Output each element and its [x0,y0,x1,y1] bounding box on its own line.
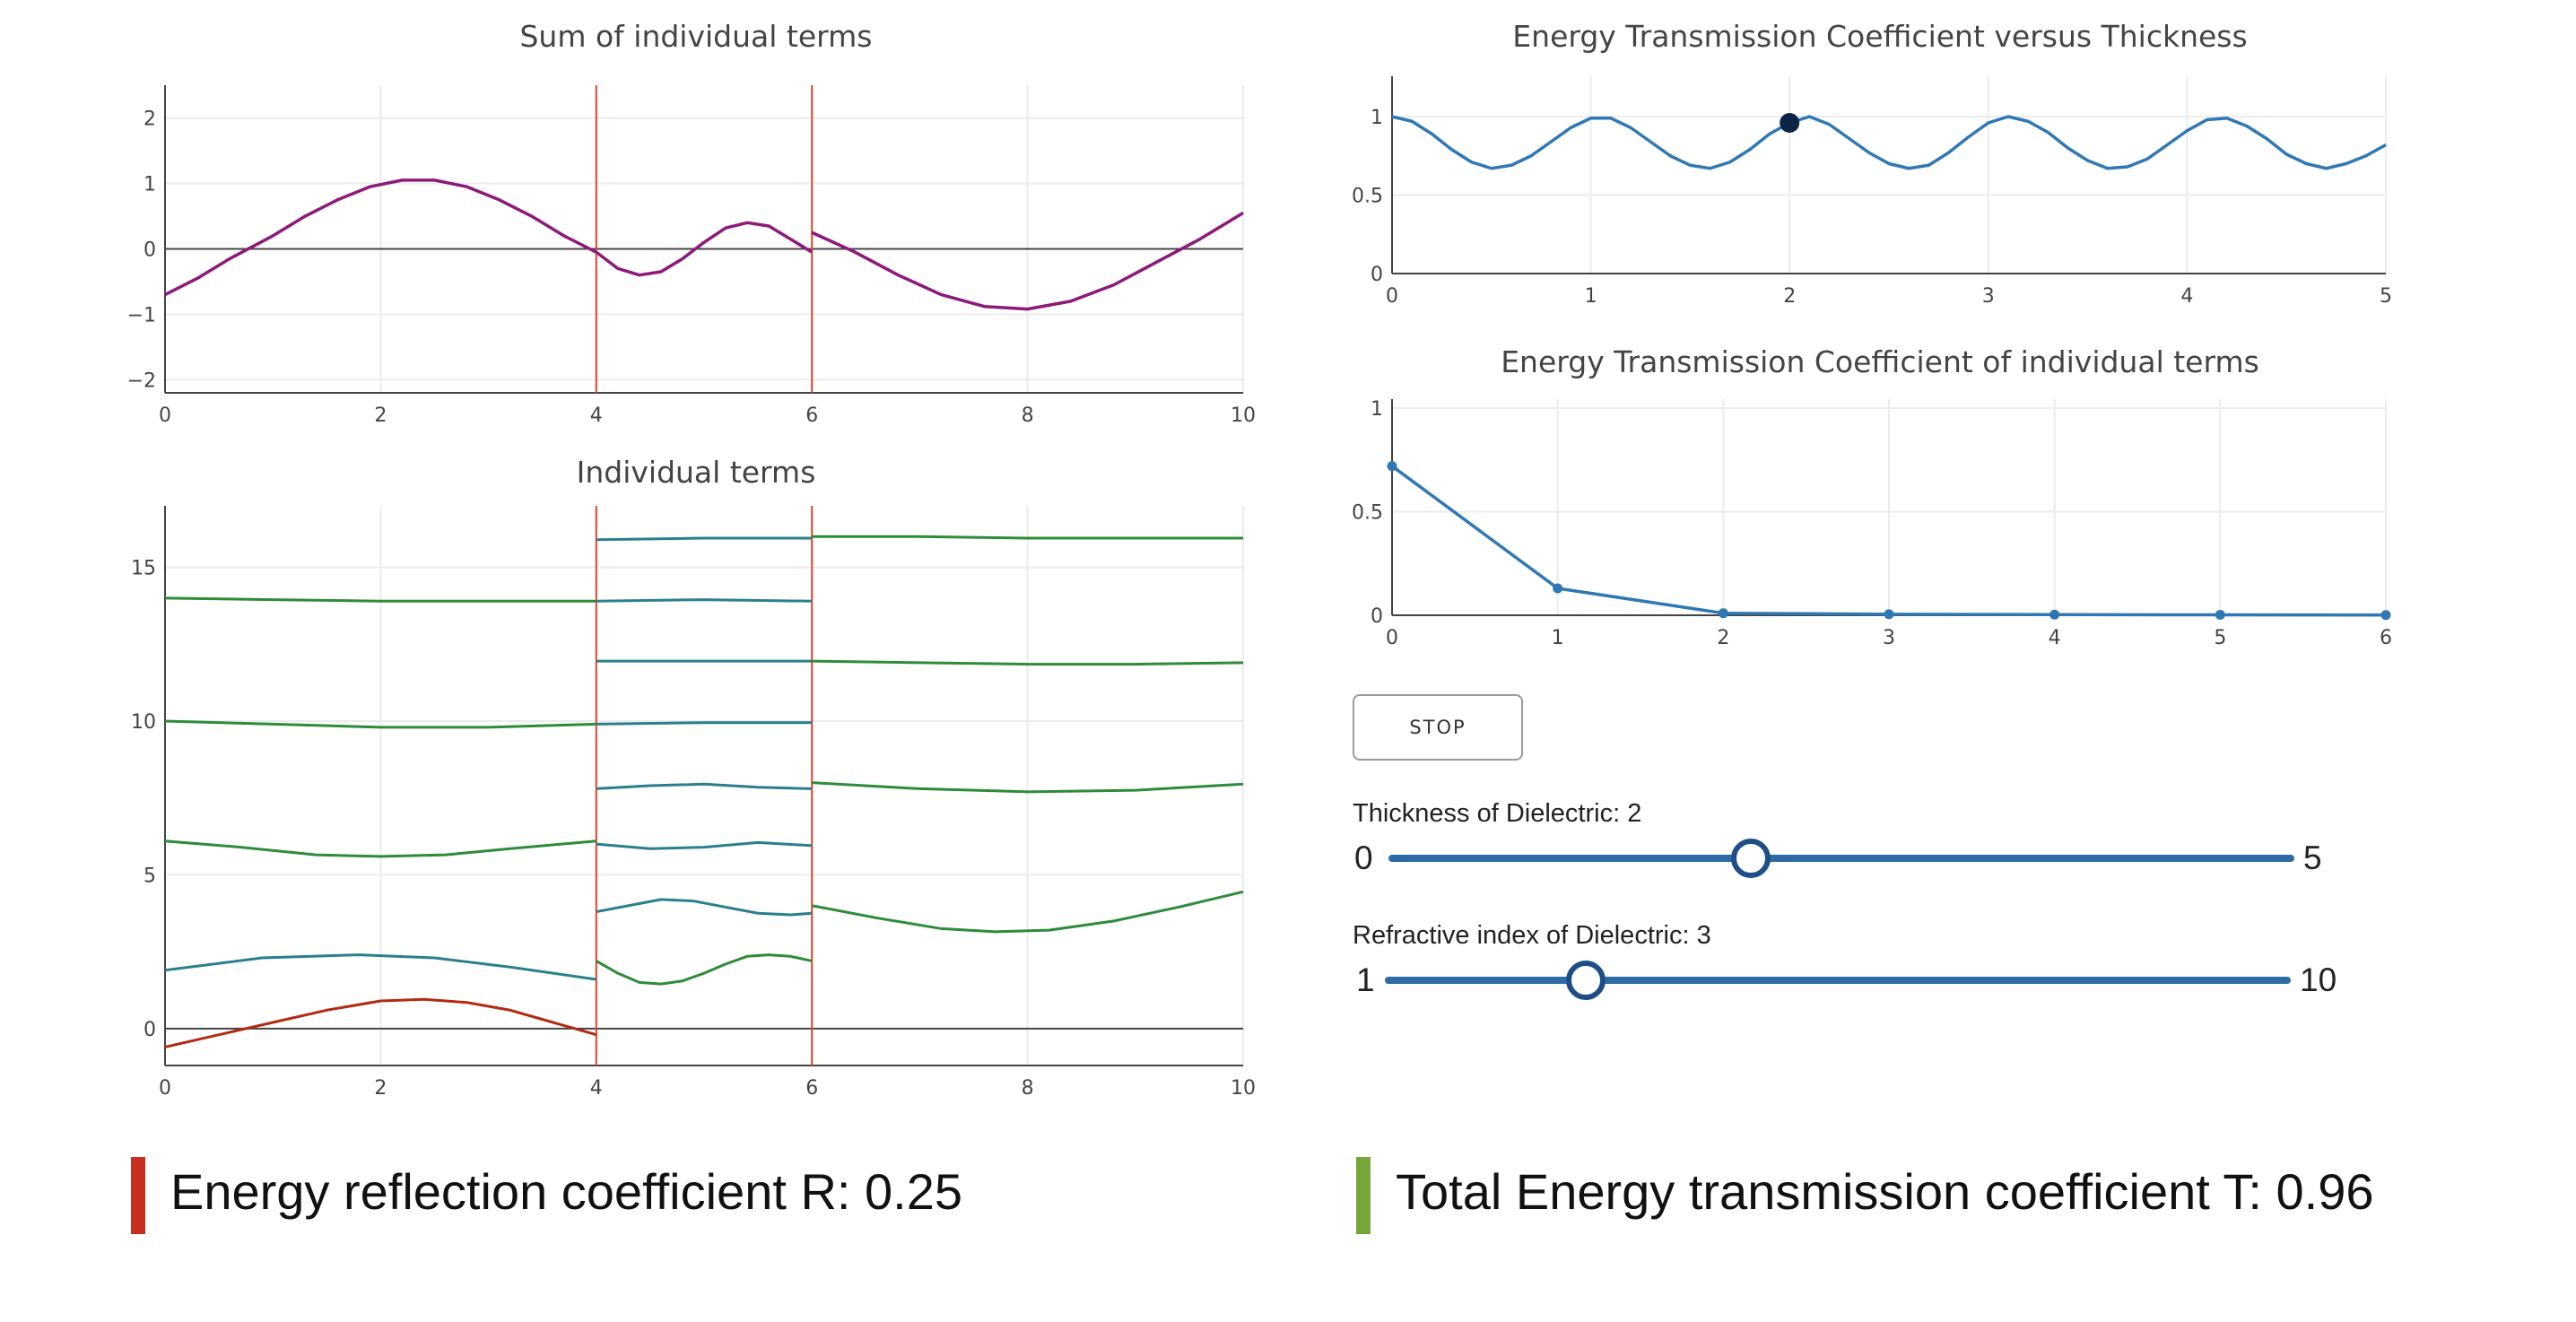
thickness-slider-handle[interactable] [1731,839,1771,878]
terms-series-line [164,839,596,858]
stop-button[interactable]: STOP [1353,694,1523,761]
thickness-slider-track[interactable] [1388,855,2294,862]
sum-ytick-label: −2 [127,370,156,392]
terms-xtick-label: 10 [1231,1077,1256,1100]
transmission-color-bar [1356,1157,1371,1234]
terms-series-line [596,536,813,542]
sum-xtick-label: 4 [590,404,603,427]
terms-series-line [164,997,597,1048]
sum-series-line [595,221,814,277]
individual-term-point [1553,583,1563,594]
individual-xtick-label: 2 [1717,627,1729,649]
individual-xtick-label: 6 [2380,627,2392,649]
individual-term-point [1387,461,1397,472]
terms-title: Individual terms [577,455,816,490]
thickness-plot[interactable]: Energy Transmission Coefficient versus T… [1292,0,2576,332]
terms-ytick-label: 5 [144,865,156,887]
thickness-ytick-label: 1 [1371,107,1383,129]
terms-series-line [164,953,597,981]
sum-xtick-label: 0 [159,404,171,427]
sum-title: Sum of individual terms [519,19,872,54]
transmission-coefficient-text: Total Energy transmission coefficient T:… [1396,1163,2374,1220]
terms-series-line [596,840,813,850]
sum-xtick-label: 8 [1022,404,1034,427]
thickness-xtick-label: 3 [1982,285,1995,308]
individual-term-point [1884,609,1894,620]
individual-title: Energy Transmission Coefficient of indiv… [1501,344,2259,379]
thickness-xtick-label: 4 [2180,285,2193,308]
terms-series-line [164,719,596,729]
individual-xtick-label: 3 [1883,627,1895,649]
sum-series-line [164,178,597,297]
terms-ytick-label: 15 [131,558,156,580]
terms-series-line [596,782,813,790]
sum-ytick-label: −1 [127,304,156,326]
individual-term-point [2049,609,2060,620]
terms-series-line [596,953,813,986]
terms-series-line [596,598,813,603]
current-thickness-marker [1780,113,1800,133]
sum-ytick-label: 0 [144,239,156,262]
sum-xtick-label: 2 [374,404,387,427]
individual-xtick-label: 1 [1552,627,1564,649]
individual-ytick-label: 1 [1371,398,1383,421]
individual-term-point [2215,610,2225,621]
thickness-xtick-label: 5 [2380,285,2392,308]
sum-xtick-label: 10 [1231,404,1256,427]
terms-series-line [812,535,1243,540]
individual-ytick-label: 0.5 [1352,502,1383,525]
sum-ytick-label: 1 [144,174,156,196]
refractive-slider-track[interactable] [1385,977,2291,984]
terms-plot[interactable]: Individual terms 0 2 4 6 8 10 15 10 5 0 [0,448,1292,1130]
refractive-slider-min: 1 [1356,961,1375,998]
terms-series-line [164,596,596,603]
terms-series-line [812,659,1244,666]
refractive-slider-label: Refractive index of Dielectric: 3 [1353,921,1711,950]
thickness-xtick-label: 2 [1783,285,1796,308]
individual-xtick-label: 4 [2049,627,2061,649]
terms-series-line [596,898,813,917]
terms-xtick-label: 8 [1022,1077,1034,1100]
reflection-coefficient-text: Energy reflection coefficient R: 0.25 [170,1163,963,1220]
thickness-ytick-label: 0 [1371,264,1383,286]
terms-xtick-label: 2 [374,1077,387,1100]
sum-xtick-label: 6 [805,404,818,427]
terms-series-line [811,890,1244,934]
thickness-xtick-label: 1 [1585,285,1597,308]
refractive-slider-max: 10 [2300,961,2337,998]
terms-ytick-label: 10 [131,711,156,734]
thickness-ytick-label: 0.5 [1352,186,1383,208]
refractive-slider-handle[interactable] [1566,961,1606,1000]
terms-ytick-label: 0 [144,1019,156,1041]
terms-xtick-label: 6 [805,1077,818,1100]
terms-xtick-label: 4 [590,1077,603,1100]
individual-plot[interactable]: Energy Transmission Coefficient of indiv… [1292,332,2576,655]
individual-plot-svg: Energy Transmission Coefficient of indiv… [1352,344,2392,649]
thickness-slider-max: 5 [2303,839,2322,876]
thickness-slider-label: Thickness of Dielectric: 2 [1353,799,1642,828]
sum-series-line [811,211,1244,311]
terms-plot-svg: Individual terms 0 2 4 6 8 10 15 10 5 0 [131,455,1256,1100]
individual-term-point [1718,608,1728,619]
terms-series-line [596,721,813,726]
individual-term-point [2380,610,2391,621]
thickness-slider-min: 0 [1354,839,1373,876]
thickness-title: Energy Transmission Coefficient versus T… [1512,19,2247,54]
thickness-series-line [1391,115,2387,170]
individual-xtick-label: 5 [2214,627,2226,649]
terms-xtick-label: 0 [159,1077,171,1100]
terms-series-line [812,781,1244,794]
individual-ytick-label: 0 [1371,605,1383,628]
sum-plot[interactable]: Sum of individual terms 0 2 4 6 8 10 2 1 0 −1 −2 [0,0,1292,448]
thickness-plot-svg: Energy Transmission Coefficient versus T… [1352,19,2392,308]
thickness-xtick-label: 0 [1386,285,1398,308]
sum-ytick-label: 2 [144,109,156,131]
reflection-color-bar [131,1157,145,1234]
individual-xtick-label: 0 [1386,627,1398,649]
